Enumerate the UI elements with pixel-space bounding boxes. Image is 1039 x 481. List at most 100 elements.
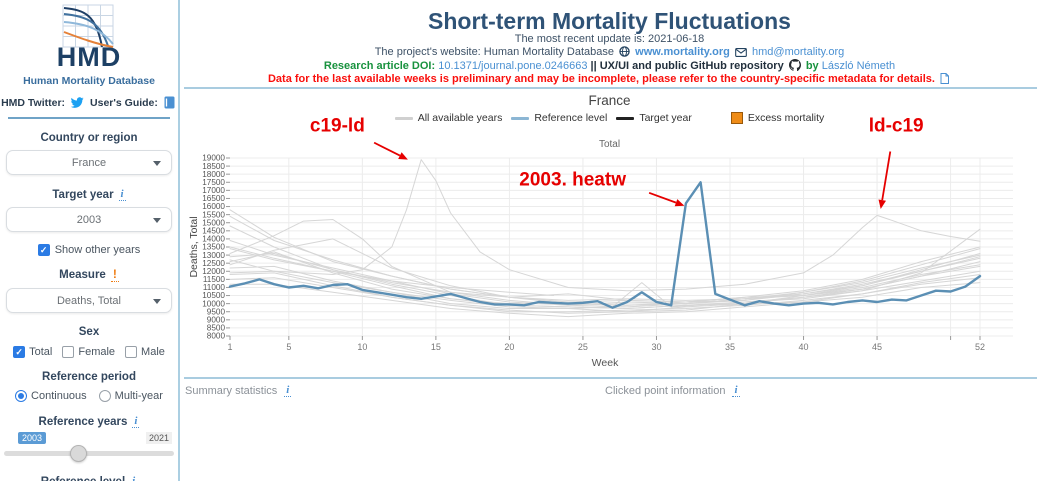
svg-text:11500: 11500 (203, 275, 226, 284)
legend-label: All available years (417, 112, 503, 124)
info-icon[interactable]: i (132, 415, 140, 428)
sex-female-checkbox[interactable] (62, 346, 75, 358)
doi-line: Research article DOI: 10.1371/journal.po… (323, 59, 896, 72)
legend-item-target-year[interactable]: Target year (616, 112, 692, 124)
series-year-j[interactable] (229, 238, 981, 306)
legend-label: Excess mortality (747, 112, 825, 124)
country-value: France (71, 156, 107, 169)
website-line: The project's website: Human Mortality D… (374, 46, 845, 58)
measure-label: Measure ! (59, 267, 119, 282)
sex-male-checkbox[interactable] (125, 346, 138, 358)
chevron-down-icon (153, 161, 161, 166)
sex-option-total[interactable]: ✓ Total (13, 346, 52, 358)
measure-select[interactable]: Deaths, Total (6, 288, 172, 313)
target-year-label: Target year i (52, 188, 126, 201)
legend-item-reference-level[interactable]: Reference level (511, 112, 607, 124)
author-link[interactable]: László Németh (821, 60, 896, 72)
reference-period-continuous[interactable]: Continuous (15, 390, 87, 402)
reference-level-label: Reference level i (0, 475, 178, 481)
country-label: Country or region (40, 132, 138, 144)
svg-text:35: 35 (725, 342, 735, 352)
series-year-g[interactable] (229, 282, 981, 318)
info-icon[interactable]: i (732, 384, 740, 397)
svg-text:1: 1 (227, 342, 232, 352)
book-icon[interactable] (164, 96, 175, 109)
series-year-2021-partial[interactable] (229, 248, 554, 296)
info-icon[interactable]: i (118, 188, 126, 201)
svg-text:16000: 16000 (202, 202, 225, 211)
sex-options: ✓ Total Female Male (0, 346, 178, 358)
slider-handle[interactable] (70, 445, 87, 462)
legend-swatch (511, 116, 530, 120)
sidebar-divider (8, 117, 170, 119)
logo-text: HMD (56, 42, 122, 72)
svg-text:14000: 14000 (202, 235, 225, 244)
main-panel: Short-term Mortality Fluctuations The mo… (180, 0, 1039, 481)
twitter-label: HMD Twitter: (1, 96, 66, 109)
annotation-c19-ld: c19-ld (310, 115, 365, 136)
svg-text:30: 30 (651, 342, 661, 352)
legend-item-all-available-years[interactable]: All available years (394, 112, 503, 124)
annotation-ld-c19: ld-c19 (869, 115, 924, 136)
svg-text:10: 10 (357, 342, 367, 352)
preliminary-data-warning: Data for the last available weeks is pre… (180, 73, 1039, 85)
slider-end-label: 2021 (145, 432, 172, 444)
sidebar: HMD Human Mortality Database HMD Twitter… (0, 0, 178, 481)
country-select[interactable]: France (6, 150, 172, 175)
show-other-years-checkbox[interactable]: ✓ (37, 244, 50, 256)
sex-option-male[interactable]: Male (125, 346, 165, 358)
reference-period-label: Reference period (42, 371, 136, 383)
multi-year-radio[interactable] (98, 390, 111, 402)
chevron-down-icon (153, 299, 161, 304)
warning-icon[interactable]: ! (110, 267, 119, 282)
slider-track[interactable] (4, 451, 174, 456)
sex-total-checkbox[interactable]: ✓ (13, 346, 26, 358)
mail-icon (735, 48, 747, 58)
series-year-m[interactable] (229, 270, 981, 314)
series-target-2003[interactable] (228, 181, 982, 309)
svg-text:8000: 8000 (207, 332, 226, 341)
legend-item-excess-mortality[interactable]: Excess mortality (730, 112, 825, 124)
svg-text:19000: 19000 (202, 154, 225, 163)
show-other-years-label: Show other years (54, 244, 141, 256)
document-icon[interactable] (940, 73, 950, 84)
svg-text:12000: 12000 (202, 267, 225, 276)
svg-text:11000: 11000 (203, 283, 226, 292)
svg-text:18500: 18500 (202, 162, 225, 171)
series-year-p[interactable] (229, 240, 981, 308)
target-year-select[interactable]: 2003 (6, 207, 172, 232)
email-link[interactable]: hmd@mortality.org (752, 46, 845, 58)
svg-text:8500: 8500 (207, 324, 226, 333)
annotation-2003-heatw: 2003. heatw (519, 170, 626, 191)
reference-period-multi-year[interactable]: Multi-year (98, 390, 163, 402)
doi-link[interactable]: 10.1371/journal.pone.0246663 (438, 60, 588, 72)
target-year-value: 2003 (76, 213, 102, 226)
guide-label: User's Guide: (90, 96, 158, 109)
slider-start-badge: 2003 (18, 432, 47, 444)
github-icon[interactable] (788, 59, 801, 72)
series-year-2020-covid[interactable] (229, 159, 981, 292)
chart-title: France (588, 93, 631, 108)
svg-text:9500: 9500 (207, 307, 226, 316)
y-axis-label: Deaths, Total (188, 216, 200, 277)
continuous-radio[interactable] (15, 390, 28, 402)
series-year-f[interactable] (229, 272, 981, 313)
legend-swatch (394, 116, 413, 120)
svg-text:12500: 12500 (202, 259, 225, 268)
svg-text:10000: 10000 (202, 299, 225, 308)
info-icon[interactable]: i (130, 475, 137, 481)
website-link[interactable]: www.mortality.org (635, 46, 730, 58)
mortality-chart[interactable]: 8000850090009500100001050011000115001200… (185, 110, 1035, 375)
logo-caption: Human Mortality Database (23, 75, 155, 87)
sex-option-female[interactable]: Female (62, 346, 115, 358)
info-icon[interactable]: i (284, 384, 292, 397)
svg-text:52: 52 (975, 342, 985, 352)
legend-label: Reference level (534, 112, 608, 124)
twitter-icon[interactable] (71, 97, 84, 108)
show-other-years-row: ✓ Show other years (0, 244, 178, 256)
svg-text:9000: 9000 (207, 316, 226, 325)
summary-statistics-section: Summary statistics i (185, 384, 292, 397)
svg-text:40: 40 (799, 342, 809, 352)
series-year-c[interactable] (229, 251, 981, 306)
